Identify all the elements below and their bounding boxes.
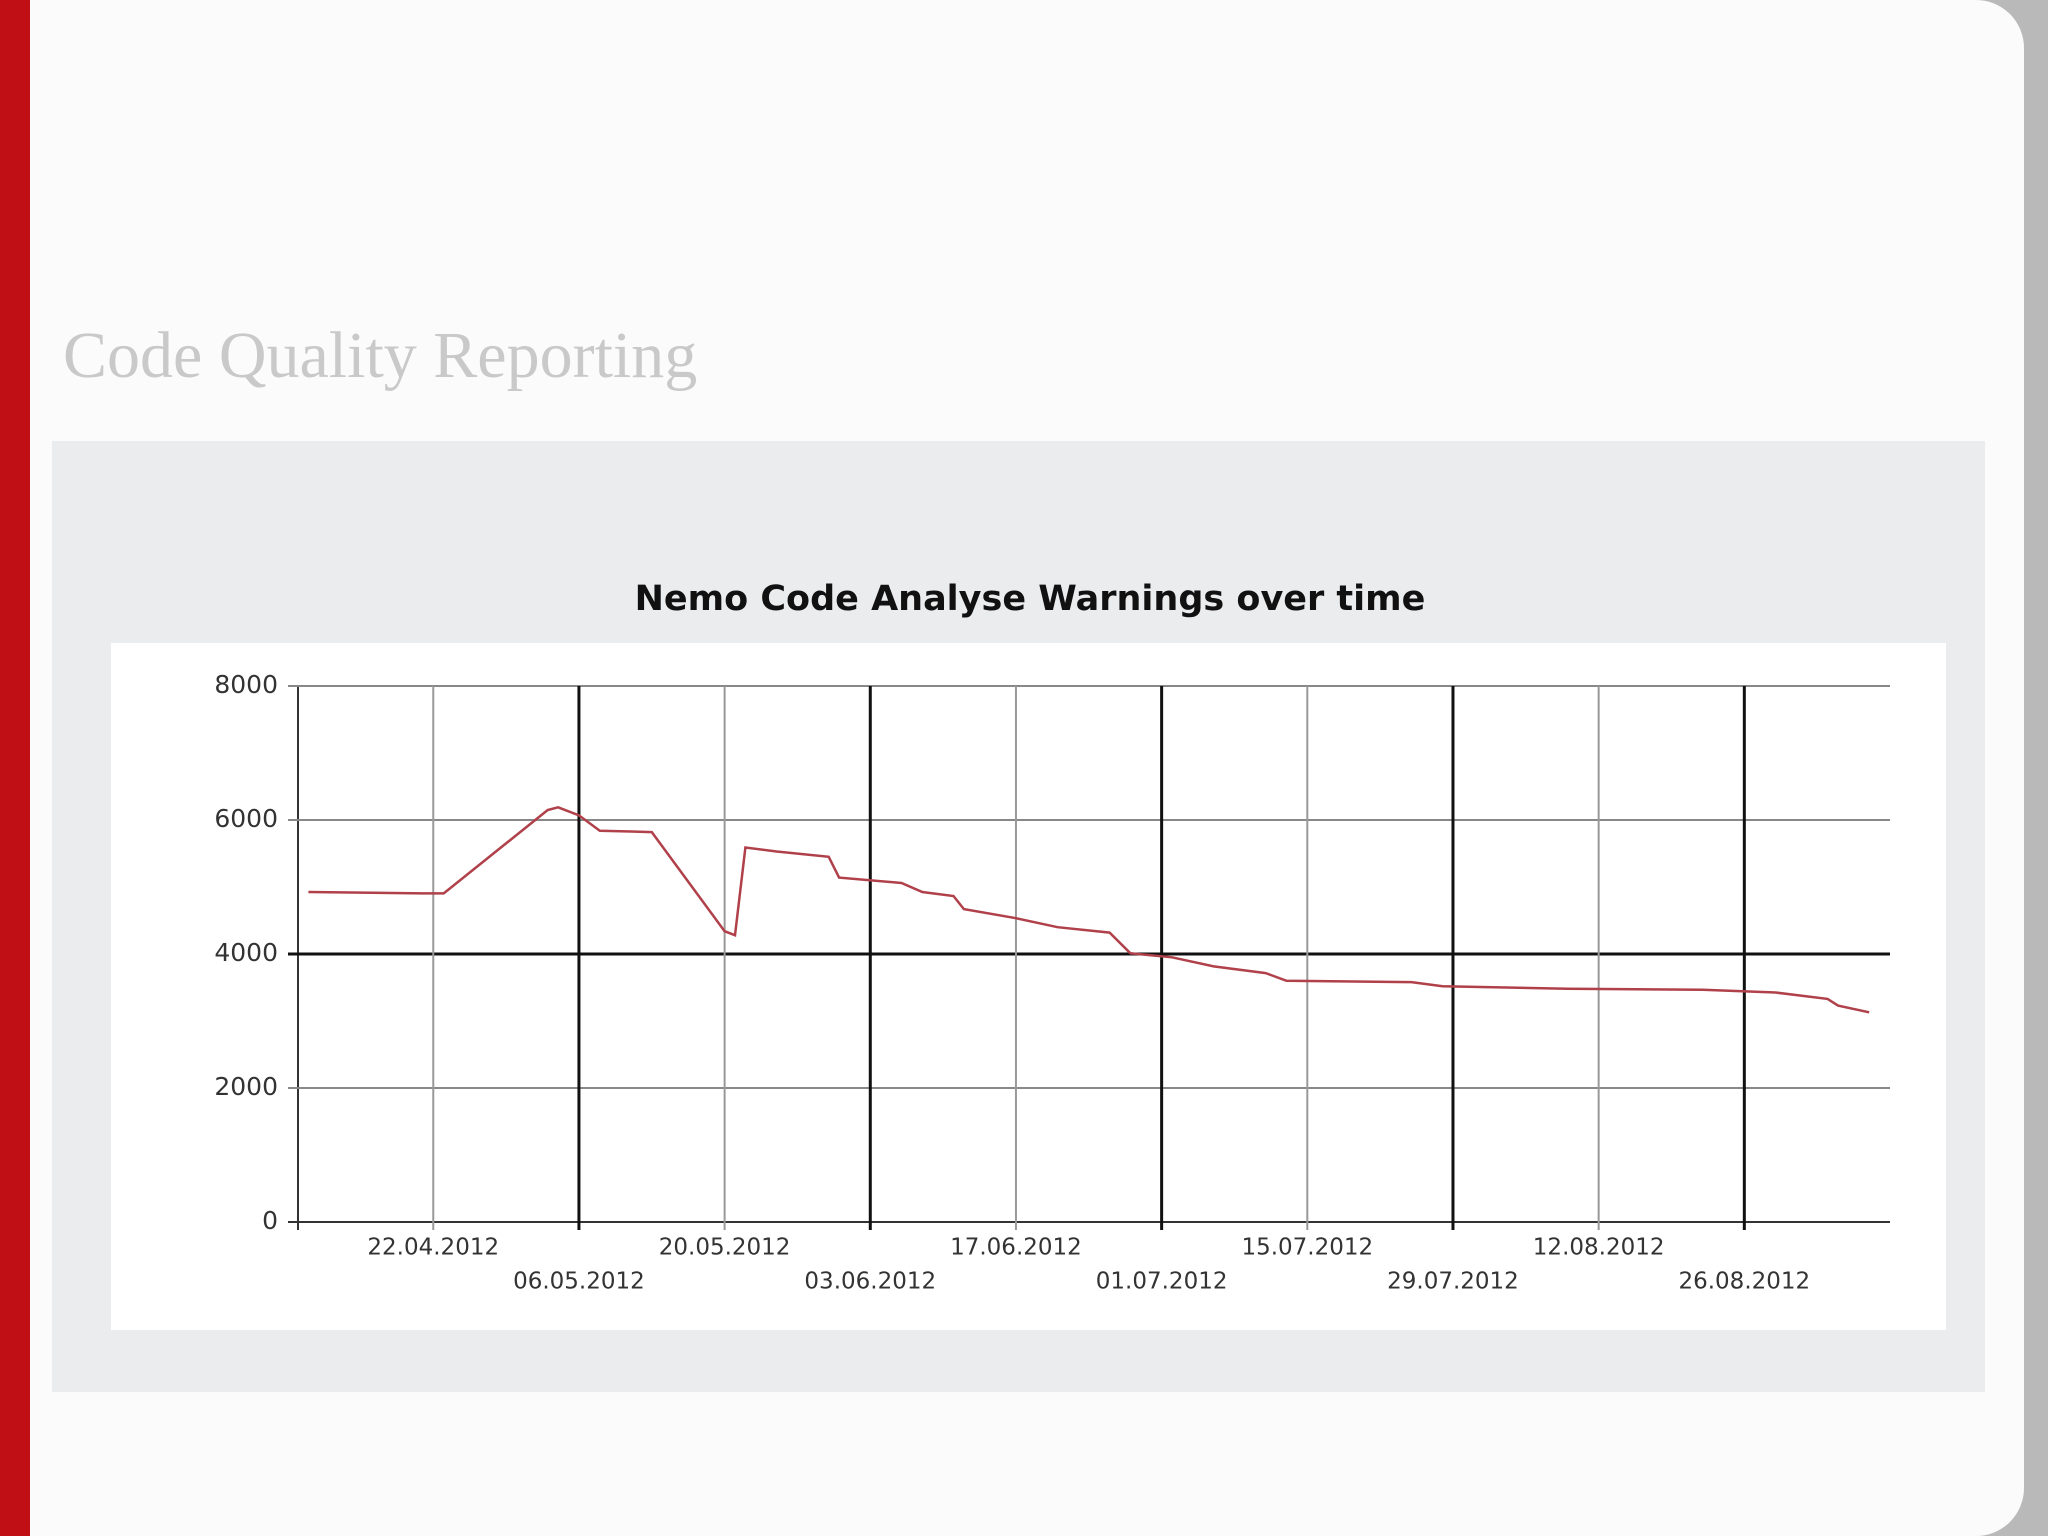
data-line xyxy=(308,805,1870,1014)
y-tick-label: 8000 xyxy=(214,670,278,699)
x-tick-label: 03.06.2012 xyxy=(804,1269,936,1295)
x-tick-label: 12.08.2012 xyxy=(1533,1235,1665,1261)
plot-background xyxy=(111,643,1946,1330)
x-tick-label: 20.05.2012 xyxy=(659,1235,791,1261)
x-tick-label: 22.04.2012 xyxy=(367,1235,499,1261)
y-tick-label: 6000 xyxy=(214,804,278,833)
y-tick-label: 2000 xyxy=(214,1072,278,1101)
x-tick-label: 15.07.2012 xyxy=(1241,1235,1373,1261)
x-tick-label: 26.08.2012 xyxy=(1678,1269,1810,1295)
chart-title: Nemo Code Analyse Warnings over time xyxy=(635,579,1426,619)
accent-bar xyxy=(0,0,30,1536)
x-tick-label: 06.05.2012 xyxy=(513,1269,645,1295)
y-tick-label: 4000 xyxy=(214,938,278,967)
y-tick-label: 0 xyxy=(262,1206,278,1235)
x-tick-label: 01.07.2012 xyxy=(1096,1269,1228,1295)
slide-title: Code Quality Reporting xyxy=(63,319,698,392)
x-tick-label: 29.07.2012 xyxy=(1387,1269,1519,1295)
x-tick-label: 17.06.2012 xyxy=(950,1235,1082,1261)
